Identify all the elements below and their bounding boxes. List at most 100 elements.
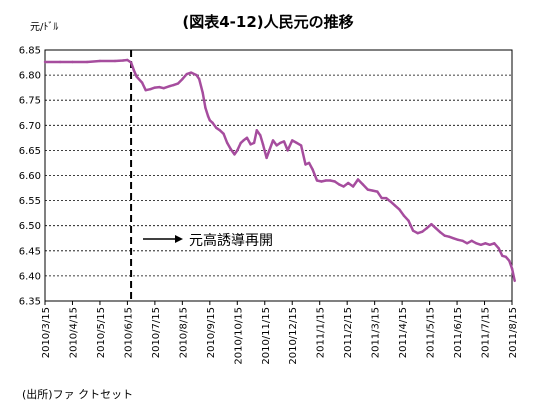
- data-point: [338, 183, 341, 186]
- data-points: [43, 58, 516, 283]
- data-point: [416, 232, 419, 235]
- y-tick-label: 6.60: [19, 171, 41, 182]
- data-point: [497, 247, 500, 250]
- data-point: [342, 185, 345, 188]
- data-point: [315, 179, 319, 182]
- y-tick-label: 6.35: [19, 297, 41, 308]
- data-point: [222, 132, 225, 135]
- data-point: [366, 188, 369, 191]
- data-point: [311, 168, 314, 171]
- x-tick-label: 2010/8/15: [178, 307, 189, 358]
- data-point: [380, 196, 383, 200]
- y-tick-label: 6.50: [19, 221, 41, 232]
- data-point: [162, 87, 165, 90]
- data-point: [275, 144, 278, 147]
- data-point: [252, 141, 256, 145]
- data-point: [268, 149, 271, 152]
- data-point: [239, 141, 242, 145]
- data-point: [402, 214, 406, 217]
- data-point: [181, 77, 184, 81]
- data-point: [98, 59, 102, 63]
- data-point: [356, 178, 360, 181]
- data-point: [190, 71, 193, 74]
- data-point: [371, 189, 374, 192]
- plot-area: [44, 49, 513, 302]
- data-point: [279, 141, 282, 145]
- data-point: [43, 60, 47, 64]
- data-point: [434, 227, 437, 230]
- data-point: [211, 121, 214, 125]
- data-point: [153, 86, 157, 89]
- data-point: [71, 60, 74, 64]
- data-point: [255, 129, 258, 132]
- data-point: [475, 242, 478, 245]
- data-point: [249, 143, 252, 146]
- data-point: [261, 143, 265, 146]
- data-point: [513, 279, 516, 283]
- data-point: [324, 179, 328, 182]
- data-point: [265, 156, 268, 160]
- x-tick-label: 2010/11/15: [261, 307, 272, 365]
- x-tick-label: 2010/6/15: [123, 307, 134, 358]
- x-tick-label: 2011/5/15: [426, 307, 437, 358]
- data-point: [168, 84, 172, 88]
- data-point: [282, 140, 286, 143]
- data-point: [126, 58, 129, 62]
- data-point: [447, 235, 451, 238]
- annotation: 元高誘導再開: [143, 232, 273, 249]
- data-point: [452, 237, 455, 240]
- data-point: [425, 227, 428, 230]
- data-point: [204, 106, 207, 109]
- x-tick-label: 2010/5/15: [96, 307, 107, 358]
- data-point: [393, 204, 397, 207]
- data-point: [508, 259, 511, 262]
- x-tick-label: 2010/10/15: [233, 307, 244, 365]
- data-point: [291, 139, 294, 142]
- data-point: [510, 267, 514, 270]
- data-point: [121, 59, 125, 62]
- y-axis-ticks: 6.85 6.80 6.75 6.70 6.65 6.60 6.55 6.50 6.45 6.40…: [19, 46, 41, 308]
- data-point: [259, 134, 262, 137]
- data-point: [158, 85, 161, 89]
- grid-lines: [45, 74, 512, 277]
- data-point: [185, 72, 188, 76]
- data-point: [208, 119, 211, 122]
- data-point: [201, 91, 204, 94]
- data-point: [443, 234, 446, 237]
- data-point: [226, 141, 229, 145]
- data-point: [206, 115, 210, 118]
- data-point: [236, 149, 239, 152]
- data-point: [286, 149, 289, 152]
- x-tick-label: 2011/6/15: [453, 307, 464, 358]
- data-point: [113, 59, 117, 63]
- y-tick-label: 6.75: [19, 96, 41, 107]
- data-point: [385, 196, 388, 200]
- data-point: [407, 219, 410, 222]
- x-tick-label: 2011/2/15: [343, 307, 354, 358]
- data-point: [307, 161, 311, 165]
- data-point: [456, 238, 460, 241]
- data-point: [215, 126, 218, 129]
- x-tick-label: 2011/1/15: [316, 307, 327, 358]
- data-point: [149, 88, 152, 91]
- data-point: [421, 230, 424, 233]
- y-axis-unit-label: 元/ﾄﾞﾙ: [30, 21, 58, 33]
- x-tick-label: 2011/3/15: [371, 307, 382, 358]
- data-point: [229, 148, 233, 151]
- data-point: [488, 243, 491, 246]
- y-tick-label: 6.40: [19, 271, 41, 282]
- data-point: [504, 255, 507, 258]
- data-point: [411, 229, 415, 232]
- y-tick-label: 6.85: [19, 46, 41, 57]
- x-tick-label: 2010/12/15: [288, 307, 299, 365]
- x-tick-label: 2010/9/15: [206, 307, 217, 358]
- y-tick-label: 6.55: [19, 196, 41, 207]
- data-point: [430, 223, 433, 226]
- cny-usd-line: [45, 58, 516, 282]
- data-point: [484, 242, 487, 245]
- x-tick-label: 2011/4/15: [398, 307, 409, 358]
- data-point: [347, 181, 350, 185]
- arrow-head-icon: [175, 235, 183, 243]
- data-point: [361, 183, 365, 186]
